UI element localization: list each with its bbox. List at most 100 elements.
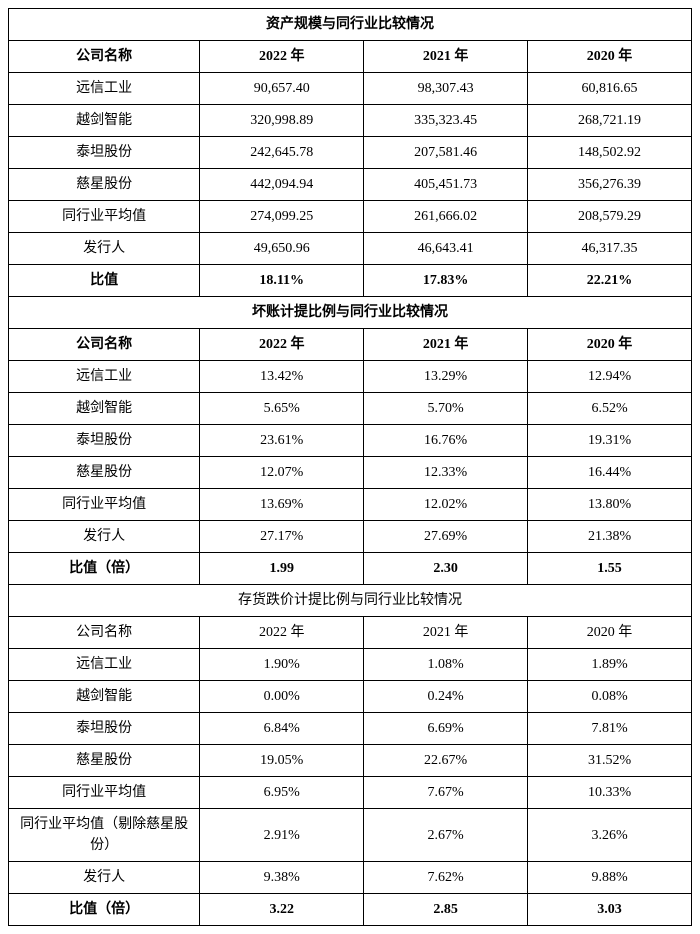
cell-company: 发行人: [9, 233, 200, 265]
cell-company: 泰坦股份: [9, 713, 200, 745]
cell-company: 远信工业: [9, 73, 200, 105]
summary-2022: 3.22: [200, 894, 364, 926]
table-row: 慈星股份12.07%12.33%16.44%: [9, 457, 692, 489]
cell-2022: 274,099.25: [200, 201, 364, 233]
section-title: 资产规模与同行业比较情况: [9, 9, 692, 41]
cell-2022: 90,657.40: [200, 73, 364, 105]
table-row: 发行人9.38%7.62%9.88%: [9, 862, 692, 894]
col-header-2022: 2022 年: [200, 329, 364, 361]
summary-label: 比值（倍）: [9, 553, 200, 585]
cell-2022: 0.00%: [200, 681, 364, 713]
section-title-row: 资产规模与同行业比较情况: [9, 9, 692, 41]
cell-2022: 1.90%: [200, 649, 364, 681]
comparison-table: 资产规模与同行业比较情况公司名称2022 年2021 年2020 年远信工业90…: [8, 8, 692, 926]
table-row: 泰坦股份6.84%6.69%7.81%: [9, 713, 692, 745]
cell-2021: 2.67%: [364, 809, 528, 862]
cell-company: 同行业平均值: [9, 777, 200, 809]
cell-company: 远信工业: [9, 361, 200, 393]
cell-2020: 3.26%: [528, 809, 692, 862]
table-row: 远信工业13.42%13.29%12.94%: [9, 361, 692, 393]
cell-company: 发行人: [9, 521, 200, 553]
cell-2021: 0.24%: [364, 681, 528, 713]
table-row: 慈星股份19.05%22.67%31.52%: [9, 745, 692, 777]
cell-company: 越剑智能: [9, 105, 200, 137]
cell-2022: 2.91%: [200, 809, 364, 862]
cell-2021: 27.69%: [364, 521, 528, 553]
cell-2020: 1.89%: [528, 649, 692, 681]
col-header-company: 公司名称: [9, 41, 200, 73]
cell-2022: 5.65%: [200, 393, 364, 425]
table-row: 同行业平均值6.95%7.67%10.33%: [9, 777, 692, 809]
summary-2022: 1.99: [200, 553, 364, 585]
table-row: 同行业平均值（剔除慈星股份）2.91%2.67%3.26%: [9, 809, 692, 862]
cell-2020: 13.80%: [528, 489, 692, 521]
cell-2022: 6.95%: [200, 777, 364, 809]
col-header-2022: 2022 年: [200, 41, 364, 73]
cell-2021: 261,666.02: [364, 201, 528, 233]
section-title-row: 坏账计提比例与同行业比较情况: [9, 297, 692, 329]
cell-2020: 148,502.92: [528, 137, 692, 169]
cell-company: 同行业平均值（剔除慈星股份）: [9, 809, 200, 862]
cell-2022: 23.61%: [200, 425, 364, 457]
cell-2021: 5.70%: [364, 393, 528, 425]
cell-2021: 207,581.46: [364, 137, 528, 169]
summary-row: 比值（倍）3.222.853.03: [9, 894, 692, 926]
cell-2022: 49,650.96: [200, 233, 364, 265]
table-row: 越剑智能0.00%0.24%0.08%: [9, 681, 692, 713]
cell-2021: 22.67%: [364, 745, 528, 777]
cell-2020: 6.52%: [528, 393, 692, 425]
column-header-row: 公司名称2022 年2021 年2020 年: [9, 329, 692, 361]
cell-2021: 12.02%: [364, 489, 528, 521]
cell-2020: 0.08%: [528, 681, 692, 713]
cell-2021: 405,451.73: [364, 169, 528, 201]
cell-2021: 46,643.41: [364, 233, 528, 265]
summary-row: 比值18.11%17.83%22.21%: [9, 265, 692, 297]
cell-2022: 242,645.78: [200, 137, 364, 169]
table-row: 慈星股份442,094.94405,451.73356,276.39: [9, 169, 692, 201]
table-row: 发行人49,650.9646,643.4146,317.35: [9, 233, 692, 265]
summary-2020: 3.03: [528, 894, 692, 926]
column-header-row: 公司名称2022 年2021 年2020 年: [9, 617, 692, 649]
summary-2021: 2.30: [364, 553, 528, 585]
col-header-2021: 2021 年: [364, 617, 528, 649]
table-row: 发行人27.17%27.69%21.38%: [9, 521, 692, 553]
cell-company: 同行业平均值: [9, 201, 200, 233]
summary-2021: 2.85: [364, 894, 528, 926]
table-row: 远信工业1.90%1.08%1.89%: [9, 649, 692, 681]
cell-company: 泰坦股份: [9, 137, 200, 169]
cell-2020: 356,276.39: [528, 169, 692, 201]
col-header-2020: 2020 年: [528, 617, 692, 649]
summary-label: 比值: [9, 265, 200, 297]
col-header-2022: 2022 年: [200, 617, 364, 649]
cell-2020: 16.44%: [528, 457, 692, 489]
cell-2021: 1.08%: [364, 649, 528, 681]
cell-2021: 12.33%: [364, 457, 528, 489]
cell-company: 发行人: [9, 862, 200, 894]
table-row: 泰坦股份242,645.78207,581.46148,502.92: [9, 137, 692, 169]
column-header-row: 公司名称2022 年2021 年2020 年: [9, 41, 692, 73]
cell-2021: 7.62%: [364, 862, 528, 894]
cell-2021: 16.76%: [364, 425, 528, 457]
cell-2022: 27.17%: [200, 521, 364, 553]
cell-2020: 10.33%: [528, 777, 692, 809]
cell-company: 越剑智能: [9, 681, 200, 713]
cell-company: 远信工业: [9, 649, 200, 681]
cell-2020: 19.31%: [528, 425, 692, 457]
cell-2021: 7.67%: [364, 777, 528, 809]
col-header-2021: 2021 年: [364, 329, 528, 361]
table-row: 远信工业90,657.4098,307.4360,816.65: [9, 73, 692, 105]
cell-2022: 13.69%: [200, 489, 364, 521]
summary-2022: 18.11%: [200, 265, 364, 297]
cell-2021: 335,323.45: [364, 105, 528, 137]
summary-2021: 17.83%: [364, 265, 528, 297]
cell-2020: 31.52%: [528, 745, 692, 777]
summary-2020: 1.55: [528, 553, 692, 585]
table-row: 越剑智能5.65%5.70%6.52%: [9, 393, 692, 425]
section-title-row: 存货跌价计提比例与同行业比较情况: [9, 585, 692, 617]
table-row: 同行业平均值13.69%12.02%13.80%: [9, 489, 692, 521]
summary-label: 比值（倍）: [9, 894, 200, 926]
section-title: 坏账计提比例与同行业比较情况: [9, 297, 692, 329]
cell-2022: 6.84%: [200, 713, 364, 745]
cell-2022: 9.38%: [200, 862, 364, 894]
cell-2022: 13.42%: [200, 361, 364, 393]
